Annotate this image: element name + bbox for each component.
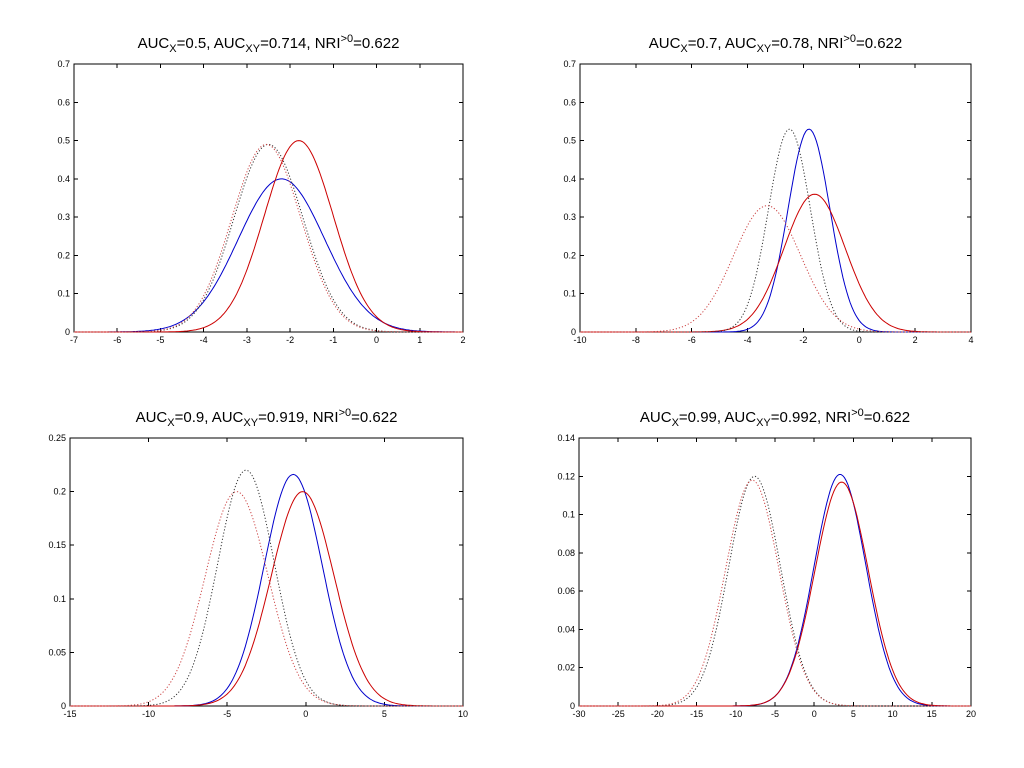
series-black-dotted [580, 128, 971, 333]
x-tick-label: 5 [851, 709, 856, 719]
x-tick-label: 20 [966, 709, 976, 719]
y-tick-label: 0.06 [557, 586, 575, 596]
x-tick-label: -15 [63, 709, 76, 719]
y-tick-label: 0.04 [557, 624, 575, 634]
series-black-dotted [70, 469, 463, 707]
x-tick-label: -6 [113, 335, 121, 345]
x-tick-label: -2 [799, 335, 807, 345]
y-tick-label: 0.2 [563, 250, 576, 260]
x-tick-label: 10 [888, 709, 898, 719]
chart-title: AUCX=0.5, AUCXY=0.714, NRI>0=0.622 [138, 33, 400, 55]
x-tick-label: 0 [374, 335, 379, 345]
axes-frame [578, 437, 972, 707]
x-tick-label: 0 [857, 335, 862, 345]
x-tick-label: -30 [572, 709, 585, 719]
y-tick-label: 0.25 [48, 433, 66, 443]
x-tick-label: -10 [573, 335, 586, 345]
x-tick-label: -10 [729, 709, 742, 719]
y-tick-label: 0.15 [48, 540, 66, 550]
y-tick-label: 0.05 [48, 647, 66, 657]
subplot-bottom-right: AUCX=0.99, AUCXY=0.992, NRI>0=0.622 -30 -2… [557, 407, 976, 719]
x-tick-label: 15 [927, 709, 937, 719]
x-tick-label: 2 [460, 335, 465, 345]
subplot-top-right: AUCX=0.7, AUCXY=0.78, NRI>0=0.622 -10 -8 -6… [563, 33, 973, 345]
x-tick-label: -20 [651, 709, 664, 719]
x-tick-label: 2 [913, 335, 918, 345]
series-red-dotted [70, 491, 463, 707]
y-tick-label: 0.6 [57, 97, 70, 107]
x-tick-label: -8 [632, 335, 640, 345]
y-tick-label: 0.3 [563, 212, 576, 222]
y-tick-label: 0.6 [563, 97, 576, 107]
series-black-dotted [579, 475, 971, 707]
series-red-solid [70, 491, 463, 707]
subplot-bottom-left: AUCX=0.9, AUCXY=0.919, NRI>0=0.622 -15 -10… [48, 407, 468, 719]
x-tick-label: -2 [286, 335, 294, 345]
series-black-dotted [74, 143, 463, 333]
y-tick-label: 0.5 [563, 136, 576, 146]
y-tick-label: 0.1 [563, 289, 576, 299]
x-tick-label: -15 [690, 709, 703, 719]
axes-frame [73, 63, 464, 333]
x-tick-label: -5 [156, 335, 164, 345]
y-tick-label: 0.2 [53, 487, 66, 497]
y-tick-label: 0.1 [562, 510, 575, 520]
x-tick-label: 0 [303, 709, 308, 719]
y-tick-label: 0 [61, 701, 66, 711]
series-red-dotted [74, 143, 463, 333]
x-tick-label: -7 [70, 335, 78, 345]
x-tick-label: -6 [688, 335, 696, 345]
y-tick-label: 0.02 [557, 663, 575, 673]
series-red-solid [74, 140, 463, 333]
x-tick-label: 1 [417, 335, 422, 345]
series-red-dotted [579, 479, 971, 707]
y-tick-label: 0.08 [557, 548, 575, 558]
chart-title: AUCX=0.9, AUCXY=0.919, NRI>0=0.622 [136, 407, 398, 429]
y-tick-label: 0 [65, 327, 70, 337]
y-tick-label: 0.7 [563, 59, 576, 69]
x-tick-label: -10 [142, 709, 155, 719]
series-blue-solid [579, 474, 971, 707]
y-tick-label: 0.7 [57, 59, 70, 69]
y-tick-label: 0.2 [57, 250, 70, 260]
x-tick-label: 4 [968, 335, 973, 345]
y-tick-label: 0.4 [57, 174, 70, 184]
x-tick-label: 0 [812, 709, 817, 719]
axes-frame [69, 437, 464, 707]
y-tick-label: 0.1 [53, 594, 66, 604]
y-tick-label: 0.5 [57, 136, 70, 146]
y-tick-label: 0.3 [57, 212, 70, 222]
chart-title: AUCX=0.7, AUCXY=0.78, NRI>0=0.622 [649, 33, 902, 55]
y-tick-label: 0.14 [557, 433, 575, 443]
x-tick-label: 5 [382, 709, 387, 719]
x-tick-label: -25 [612, 709, 625, 719]
y-tick-label: 0.4 [563, 174, 576, 184]
x-tick-label: -5 [223, 709, 231, 719]
y-tick-label: 0 [570, 701, 575, 711]
x-tick-label: -5 [771, 709, 779, 719]
x-tick-label: -4 [200, 335, 208, 345]
subplot-top-left: AUCX=0.5, AUCXY=0.714, NRI>0=0.622 -7 -6 -5… [57, 33, 465, 345]
x-tick-label: 10 [458, 709, 468, 719]
y-tick-label: 0.12 [557, 471, 575, 481]
x-tick-label: -4 [744, 335, 752, 345]
series-red-solid [580, 193, 971, 333]
series-red-solid [579, 481, 971, 707]
axes-frame [579, 63, 972, 333]
x-tick-label: -3 [243, 335, 251, 345]
x-tick-label: -1 [329, 335, 337, 345]
series-blue-solid [70, 473, 463, 707]
y-tick-label: 0.1 [57, 289, 70, 299]
series-red-dotted [580, 205, 971, 333]
series-blue-solid [580, 128, 971, 333]
y-tick-label: 0 [571, 327, 576, 337]
chart-title: AUCX=0.99, AUCXY=0.992, NRI>0=0.622 [640, 407, 910, 429]
